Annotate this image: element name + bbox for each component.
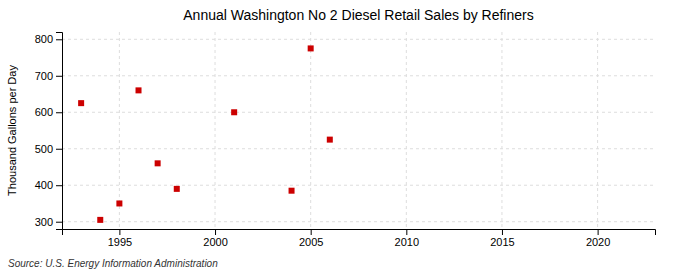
tick-label: 500	[35, 143, 53, 155]
grid-line-y	[62, 148, 655, 149]
tick-mark	[598, 229, 599, 235]
grid-line-x	[597, 32, 598, 229]
tick: 800	[35, 33, 62, 45]
tick: 1995	[108, 229, 132, 248]
axis-line	[56, 33, 63, 230]
grid-line-x	[310, 32, 311, 229]
title: Annual Washington No 2 Diesel Retail Sal…	[183, 7, 533, 23]
point	[174, 186, 180, 192]
tick-mark	[56, 76, 62, 77]
tick: 700	[35, 70, 62, 82]
tick-label: 800	[35, 33, 53, 45]
point	[116, 200, 122, 206]
point	[289, 188, 295, 194]
grid-line-x	[406, 32, 407, 229]
point	[327, 137, 333, 143]
tick-mark	[311, 229, 312, 235]
tick: 2015	[490, 229, 514, 248]
tick-label: 2005	[299, 236, 323, 248]
grid-line-x	[215, 32, 216, 229]
grid-line-y	[62, 39, 655, 40]
tick: 2005	[299, 229, 323, 248]
tick-mark	[56, 185, 62, 186]
tick: 400	[35, 179, 62, 191]
tick-mark	[56, 39, 62, 40]
grid-line-x	[501, 32, 502, 229]
tick-mark	[502, 229, 503, 235]
chart: 1995 2000 2005 2010 2015 2020 300 400 500 600 700 8…	[0, 0, 675, 275]
x-axis: 1995 2000 2005 2010 2015 2020	[63, 229, 656, 248]
point	[308, 45, 314, 51]
tick-label: 1995	[108, 236, 132, 248]
point	[97, 217, 103, 223]
tick: 2010	[395, 229, 419, 248]
tick-label: 300	[35, 216, 53, 228]
tick-label: 700	[35, 70, 53, 82]
y-axis-title: Thousand Gallons per Day	[6, 65, 18, 196]
tick: 600	[35, 106, 62, 118]
tick-label: 2020	[586, 236, 610, 248]
tick-mark	[56, 222, 62, 223]
grid	[62, 32, 655, 229]
tick-mark	[56, 112, 62, 113]
point	[136, 87, 142, 93]
tick: 300	[35, 216, 62, 228]
tick-label: 600	[35, 106, 53, 118]
tick-label: 400	[35, 179, 53, 191]
axis-line	[63, 230, 656, 236]
point	[231, 109, 237, 115]
tick: 2000	[203, 229, 227, 248]
tick-mark	[119, 229, 120, 235]
grid-line-y	[62, 75, 655, 76]
annotation: Source: U.S. Energy Information Administ…	[8, 258, 218, 269]
tick: 2020	[586, 229, 610, 248]
y-axis: 300 400 500 600 700 800	[35, 33, 63, 230]
tick-label: 2010	[395, 236, 419, 248]
grid-line-x	[119, 32, 120, 229]
point	[155, 160, 161, 166]
tick-mark	[215, 229, 216, 235]
tick-mark	[406, 229, 407, 235]
grid-line-y	[62, 221, 655, 222]
grid-line-y	[62, 112, 655, 113]
points	[78, 45, 333, 222]
tick-mark	[56, 149, 62, 150]
tick: 500	[35, 143, 62, 155]
tick-label: 2015	[490, 236, 514, 248]
plot-area: 1995 2000 2005 2010 2015 2020 300 400 500 600 700 8…	[35, 32, 656, 248]
grid-line-y	[62, 185, 655, 186]
tick-label: 2000	[203, 236, 227, 248]
point	[78, 100, 84, 106]
